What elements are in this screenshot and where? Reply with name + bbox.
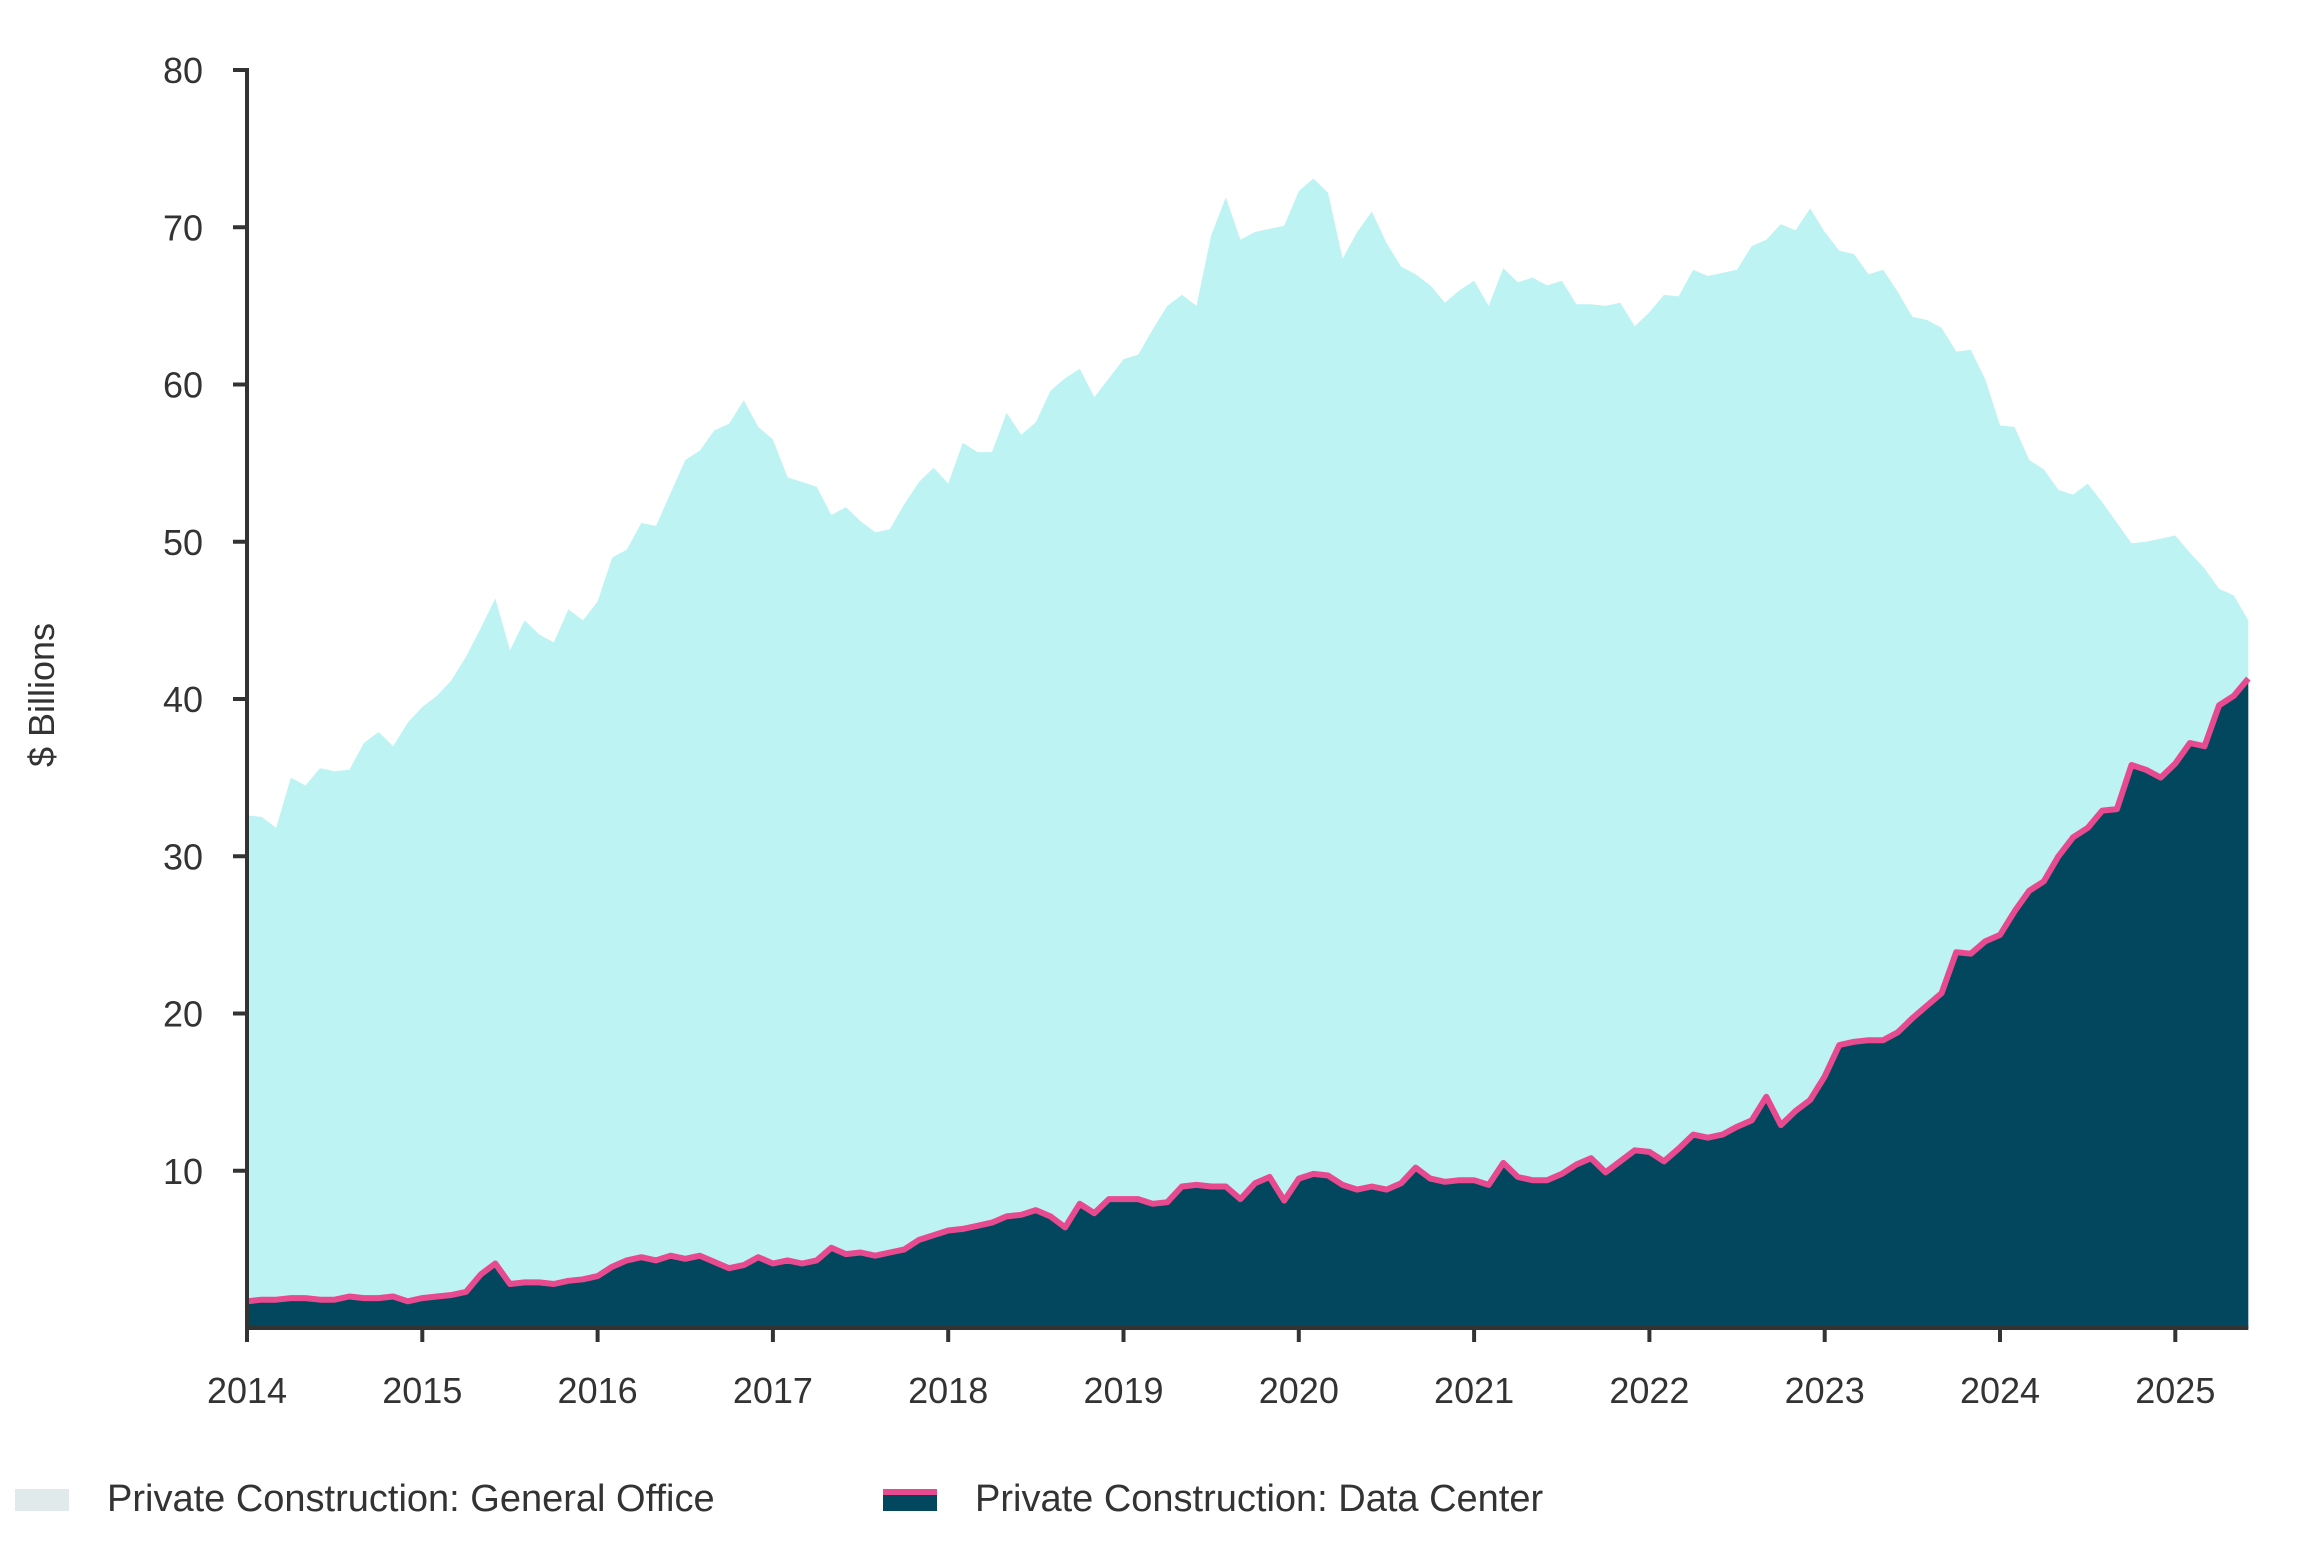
x-tick-label: 2023 [1785,1370,1865,1411]
x-tick-label: 2016 [558,1370,638,1411]
legend-swatch-general-office [15,1488,69,1511]
y-tick-label: 10 [163,1151,203,1192]
line-data-center [246,676,2251,1305]
x-tick-label: 2020 [1259,1370,1339,1411]
x-tick-label: 2015 [382,1370,462,1411]
legend-label-data-center: Private Construction: Data Center [975,1478,1544,1520]
x-tick-label: 2024 [1960,1370,2040,1411]
plot-areas [246,178,2251,1328]
y-tick-label: 50 [163,522,203,563]
x-tick-label: 2022 [1609,1370,1689,1411]
x-tick-label: 2017 [733,1370,813,1411]
area-general-office [247,178,2249,1328]
x-tick-label: 2018 [908,1370,988,1411]
legend-label-general-office: Private Construction: General Office [107,1478,715,1520]
y-axis-ticks: 10 20 30 40 50 60 70 80 [163,50,247,1192]
x-tick-label: 2014 [207,1370,287,1411]
y-tick-label: 40 [163,679,203,720]
area-data-center [247,678,2249,1328]
y-tick-label: 80 [163,50,203,91]
x-tick-label: 2025 [2135,1370,2215,1411]
x-tick-label: 2019 [1083,1370,1163,1411]
x-axis-ticks: 2014 2015 2016 2017 2018 2019 2020 2021 2022 2023… [207,1328,2215,1411]
legend-swatch-data-center [883,1488,937,1511]
y-axis-label: $ Billions [21,623,62,767]
legend-item-general-office: Private Construction: General Office [15,1478,715,1521]
y-tick-label: 20 [163,994,203,1035]
y-tick-label: 30 [163,836,203,877]
x-tick-label: 2021 [1434,1370,1514,1411]
y-tick-label: 70 [163,207,203,248]
y-tick-label: 60 [163,365,203,406]
legend-item-data-center: Private Construction: Data Center [883,1478,1543,1521]
